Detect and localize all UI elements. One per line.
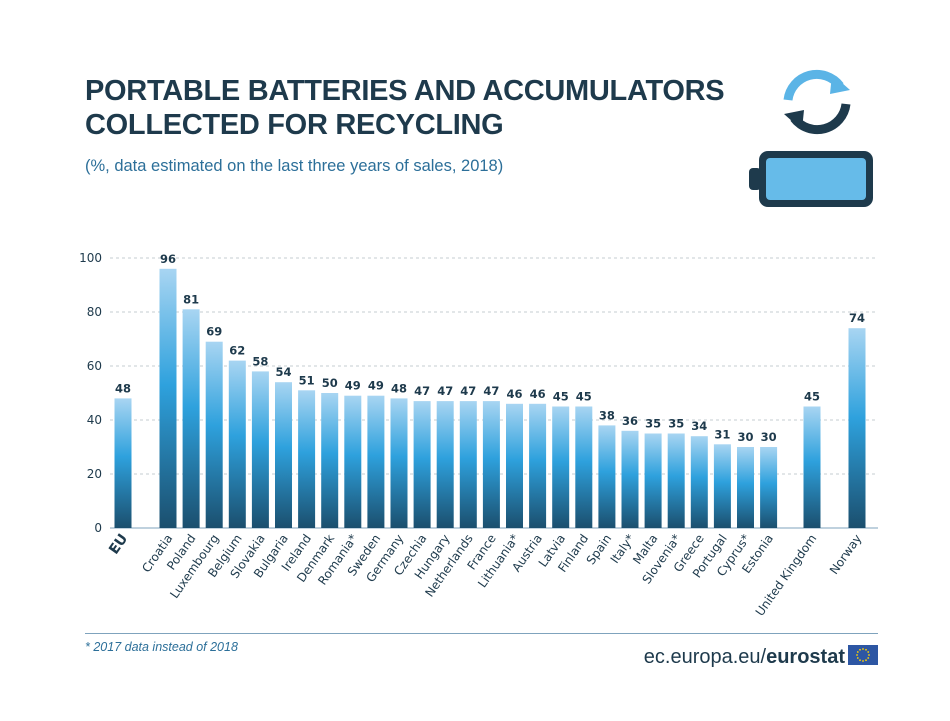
- flag-star: [862, 648, 864, 650]
- value-label: 47: [437, 384, 453, 398]
- bar: [848, 328, 866, 528]
- value-label: 58: [252, 354, 268, 368]
- category-label: Spain: [584, 532, 615, 567]
- bar: [713, 444, 731, 528]
- bar: [529, 403, 547, 528]
- category-label: Norway: [827, 532, 865, 577]
- value-label: 47: [460, 384, 476, 398]
- value-label: 62: [229, 344, 245, 358]
- bar: [298, 390, 316, 528]
- flag-star: [859, 659, 861, 662]
- value-label: 74: [849, 311, 865, 325]
- bar: [575, 406, 593, 528]
- bar: [803, 406, 821, 528]
- value-label: 45: [553, 390, 569, 404]
- site-prefix: ec.europa.eu/: [643, 646, 767, 668]
- chart-title-line2: COLLECTED FOR RECYCLING: [85, 109, 504, 141]
- flag-star: [856, 654, 858, 656]
- value-label: 36: [622, 414, 638, 428]
- eurostat-link[interactable]: ec.europa.eu/eurostat: [644, 646, 845, 669]
- bar: [482, 401, 500, 528]
- site-brand: eurostat: [766, 646, 845, 668]
- category-label: EU: [106, 531, 131, 557]
- value-label: 47: [483, 384, 499, 398]
- bar: [114, 398, 132, 528]
- bar: [159, 268, 177, 528]
- value-label: 49: [368, 379, 384, 393]
- flag-star: [867, 651, 870, 653]
- flag-star: [856, 651, 859, 653]
- value-label: 30: [737, 430, 753, 444]
- chart-title: PORTABLE BATTERIES AND ACCUMULATORS COLL…: [85, 74, 725, 142]
- bar: [644, 433, 662, 528]
- value-label: 34: [691, 419, 707, 433]
- value-label: 30: [761, 430, 777, 444]
- value-labels: 48 96 81 69 62 58 54 51 50 49 49 48 47 47 47 47 46 46 45 45…: [115, 252, 865, 444]
- value-label: 69: [206, 325, 222, 339]
- chart-title-line1: PORTABLE BATTERIES AND ACCUMULATORS: [85, 75, 725, 107]
- bar: [321, 393, 339, 528]
- bar: [598, 425, 616, 528]
- y-tick-label: 40: [87, 413, 102, 427]
- bar: [251, 371, 269, 528]
- bar: [737, 447, 754, 528]
- value-label: 38: [599, 408, 615, 422]
- y-axis-ticks: 0 20 40 60 80 100: [79, 251, 102, 535]
- value-label: 48: [391, 381, 407, 395]
- bar: [667, 433, 685, 528]
- bar: [459, 401, 477, 528]
- flag-star: [865, 659, 867, 662]
- value-label: 96: [160, 252, 176, 266]
- bar: [690, 436, 708, 528]
- chart-subtitle: (%, data estimated on the last three yea…: [85, 157, 504, 175]
- bar: [506, 403, 523, 528]
- value-label: 47: [414, 384, 430, 398]
- bar: [436, 401, 454, 528]
- eu-flag-icon: [848, 645, 878, 665]
- footnote: * 2017 data instead of 2018: [85, 640, 238, 654]
- value-label: 46: [530, 387, 546, 401]
- value-label: 46: [506, 387, 522, 401]
- bar: [760, 447, 778, 528]
- y-tick-label: 60: [87, 359, 102, 373]
- bar: [367, 395, 385, 528]
- flag-star: [865, 648, 867, 651]
- bar: [344, 395, 362, 528]
- bar: [275, 382, 292, 528]
- value-label: 48: [115, 381, 131, 395]
- value-label: 49: [345, 379, 361, 393]
- bar: [552, 406, 570, 528]
- y-tick-label: 0: [94, 521, 102, 535]
- flag-star: [867, 657, 870, 659]
- flag-star: [856, 657, 859, 659]
- recycle-icon: [783, 69, 851, 135]
- bar: [228, 360, 246, 528]
- value-label: 45: [576, 390, 592, 404]
- bar: [205, 341, 223, 528]
- y-tick-label: 20: [87, 467, 102, 481]
- value-label: 45: [804, 390, 820, 404]
- battery-icon: [749, 151, 873, 207]
- bar: [182, 309, 200, 528]
- value-label: 35: [668, 417, 684, 431]
- bar: [413, 401, 431, 528]
- value-label: 31: [714, 427, 730, 441]
- flag-star: [862, 660, 864, 662]
- bar: [390, 398, 408, 528]
- bar: [621, 430, 639, 528]
- value-label: 54: [275, 365, 291, 379]
- y-tick-label: 80: [87, 305, 102, 319]
- footer-divider: [85, 633, 878, 634]
- flag-star: [868, 654, 870, 656]
- chart-bars: [114, 268, 866, 528]
- value-label: 81: [183, 292, 199, 306]
- category-labels: EU CroatiaPolandLuxembourgBelgiumSlovakia…: [106, 531, 864, 619]
- y-tick-label: 100: [79, 251, 102, 265]
- flag-star: [859, 648, 861, 651]
- value-label: 51: [299, 373, 315, 387]
- value-label: 35: [645, 417, 661, 431]
- value-label: 50: [322, 376, 338, 390]
